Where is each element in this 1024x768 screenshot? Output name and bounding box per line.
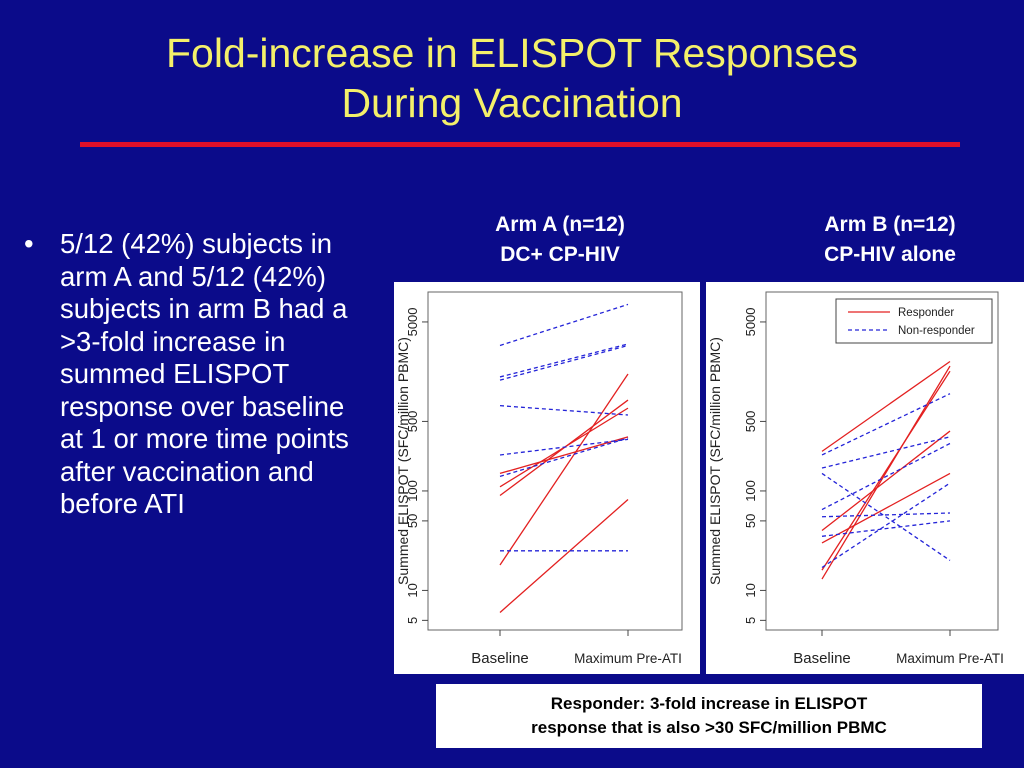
y-tick-label: 100	[743, 480, 758, 502]
slide-title: Fold-increase in ELISPOT Responses Durin…	[0, 28, 1024, 128]
x-tick-label: Maximum Pre-ATI	[574, 651, 682, 666]
arm-b-plot: 5 10 50 100 500 5000 Summed ELISPOT (SFC/milli…	[707, 291, 1004, 667]
non-responder-series-line	[499, 344, 629, 381]
y-tick-label: 500	[405, 411, 420, 433]
responder-series-line	[821, 430, 951, 532]
non-responder-series-line	[821, 482, 951, 569]
legend-responder-label: Responder	[898, 307, 954, 319]
bullet-list: • 5/12 (42%) subjects in arm A and 5/12 …	[24, 228, 374, 521]
responder-series-line	[821, 360, 951, 452]
title-line-2: During Vaccination	[341, 80, 683, 126]
non-responder-series-line	[821, 442, 951, 511]
legend-box	[835, 298, 993, 344]
non-responder-series-line	[821, 436, 951, 469]
plot-frame	[765, 291, 999, 631]
responder-series-line	[499, 499, 629, 613]
y-tick-label: 5000	[743, 307, 758, 336]
non-responder-series-line	[499, 303, 629, 347]
responder-definition-note: Responder: 3-fold increase in ELISPOT re…	[436, 684, 982, 748]
bullet-marker: •	[24, 228, 34, 259]
non-responder-series-line	[821, 520, 951, 537]
arm-a-heading-line-2: DC+ CP-HIV	[500, 243, 620, 266]
y-tick-label: 5	[743, 617, 758, 624]
x-tick-label: Baseline	[471, 650, 529, 667]
arm-a-heading: Arm A (n=12) DC+ CP-HIV	[440, 210, 680, 270]
non-responder-series-line	[499, 405, 629, 416]
non-responder-series-line	[499, 438, 629, 456]
arm-a-heading-line-1: Arm A (n=12)	[495, 213, 625, 236]
non-responder-series-line	[821, 393, 951, 456]
y-tick-label: 10	[743, 583, 758, 597]
y-axis-label: Summed ELISPOT (SFC/million PBMC)	[707, 337, 723, 585]
non-responder-series-line	[821, 472, 951, 562]
responder-series-line	[499, 373, 629, 566]
x-tick-label: Baseline	[793, 650, 851, 667]
note-line-1: Responder: 3-fold increase in ELISPOT	[550, 694, 868, 713]
responder-series-line	[499, 436, 629, 475]
y-tick-label: 50	[405, 514, 420, 528]
arm-b-chart: 5 10 50 100 500 5000 Summed ELISPOT (SFC/milli…	[706, 282, 1024, 674]
bullet-text: 5/12 (42%) subjects in arm A and 5/12 (4…	[60, 228, 349, 519]
y-tick-label: 50	[743, 514, 758, 528]
note-line-2: response that is also >30 SFC/million PB…	[531, 718, 887, 737]
non-responder-series-line	[821, 512, 951, 518]
title-underline	[80, 142, 960, 147]
title-line-1: Fold-increase in ELISPOT Responses	[165, 30, 858, 76]
responder-series-line	[821, 370, 951, 571]
y-tick-label: 10	[405, 583, 420, 597]
x-tick-label: Maximum Pre-ATI	[896, 651, 1004, 666]
non-responder-series-line	[499, 437, 629, 478]
responder-series-line	[821, 365, 951, 580]
responder-series-line	[821, 472, 951, 544]
y-tick-label: 5000	[405, 307, 420, 336]
arm-b-heading-line-2: CP-HIV alone	[824, 243, 956, 266]
y-tick-label: 100	[405, 480, 420, 502]
plot-frame	[427, 291, 683, 631]
y-tick-label: 500	[743, 411, 758, 433]
non-responder-series-line	[499, 343, 629, 378]
y-tick-label: 5	[405, 617, 420, 624]
arm-b-heading: Arm B (n=12) CP-HIV alone	[770, 210, 1010, 270]
arm-a-chart: 5 10 50 100 500 5000 Summed ELISPOT (SFC/milli…	[394, 282, 700, 674]
y-axis-label: Summed ELISPOT (SFC/million PBMC)	[395, 337, 411, 585]
chart-legend: Responder Non-responder	[835, 298, 993, 344]
legend-non-responder-label: Non-responder	[898, 325, 975, 337]
arm-b-heading-line-1: Arm B (n=12)	[824, 213, 956, 236]
bullet-item: • 5/12 (42%) subjects in arm A and 5/12 …	[24, 228, 374, 521]
